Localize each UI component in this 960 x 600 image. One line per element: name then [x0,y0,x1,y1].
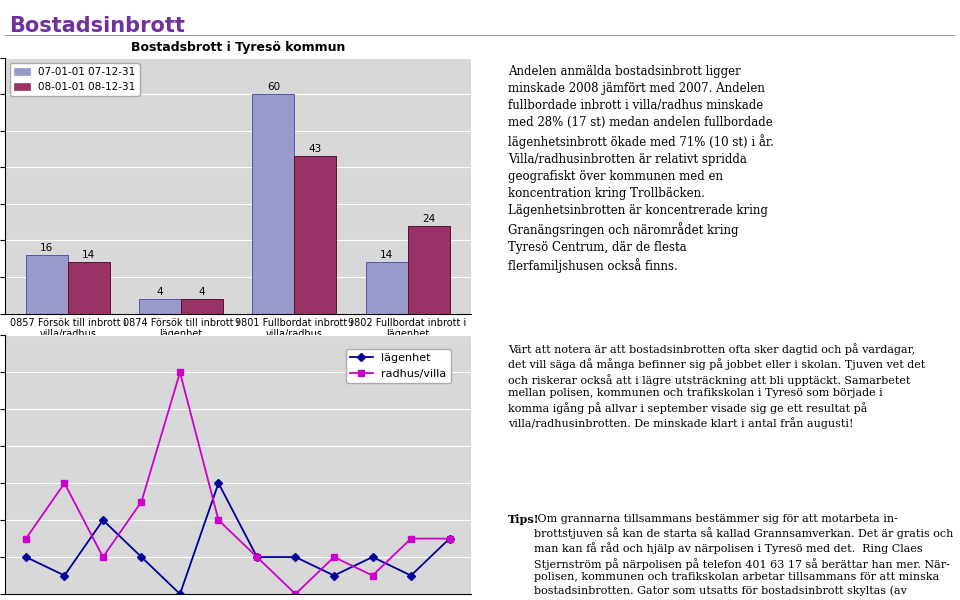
lägenhet [213,479,225,487]
lägenhet [328,572,340,579]
Text: 43: 43 [309,144,322,154]
Line: radhus/villa: radhus/villa [23,370,452,597]
radhus/villa [252,553,263,560]
lägenhet [97,517,108,524]
Legend: 07-01-01 07-12-31, 08-01-01 08-12-31: 07-01-01 07-12-31, 08-01-01 08-12-31 [10,63,139,97]
radhus/villa [97,553,108,560]
radhus/villa [405,535,417,542]
radhus/villa [213,517,225,524]
Bar [366,262,408,314]
lägenhet [20,553,32,560]
Text: 4: 4 [156,287,163,297]
lägenhet [290,553,301,560]
Text: Tips!: Tips! [508,514,540,525]
Text: Bostadsinbrott: Bostadsinbrott [10,16,185,37]
radhus/villa [290,590,301,598]
Bar [181,299,223,314]
radhus/villa [20,535,32,542]
Text: Värt att notera är att bostadsinbrotten ofta sker dagtid och på vardagar,
det vi: Värt att notera är att bostadsinbrotten … [508,343,925,429]
Bar [295,157,336,314]
Text: Andelen anmälda bostadsinbrott ligger
minskade 2008 jämfört med 2007. Andelen
fu: Andelen anmälda bostadsinbrott ligger mi… [508,65,774,273]
Text: 16: 16 [40,243,54,253]
Title: Bostadsbrott i Tyresö kommun: Bostadsbrott i Tyresö kommun [131,41,345,54]
Text: 4: 4 [199,287,205,297]
radhus/villa [135,498,147,505]
lägenhet [174,590,185,598]
Legend: lägenhet, radhus/villa: lägenhet, radhus/villa [346,349,451,383]
lägenhet [405,572,417,579]
Bar [68,262,109,314]
radhus/villa [367,572,378,579]
Bar [26,255,68,314]
Line: lägenhet: lägenhet [23,481,452,597]
Text: 14: 14 [380,250,394,260]
radhus/villa [59,479,70,487]
radhus/villa [328,553,340,560]
lägenhet [135,553,147,560]
Text: 24: 24 [422,214,435,224]
radhus/villa [444,535,455,542]
lägenhet [367,553,378,560]
Text: 14: 14 [83,250,95,260]
lägenhet [252,553,263,560]
lägenhet [444,535,455,542]
Bar [252,94,295,314]
Bar [139,299,181,314]
Bar [408,226,449,314]
Text: Om grannarna tillsammans bestämmer sig för att motarbeta in-
brottstjuven så kan: Om grannarna tillsammans bestämmer sig f… [534,514,953,600]
lägenhet [59,572,70,579]
Text: 60: 60 [267,82,280,92]
radhus/villa [174,369,185,376]
